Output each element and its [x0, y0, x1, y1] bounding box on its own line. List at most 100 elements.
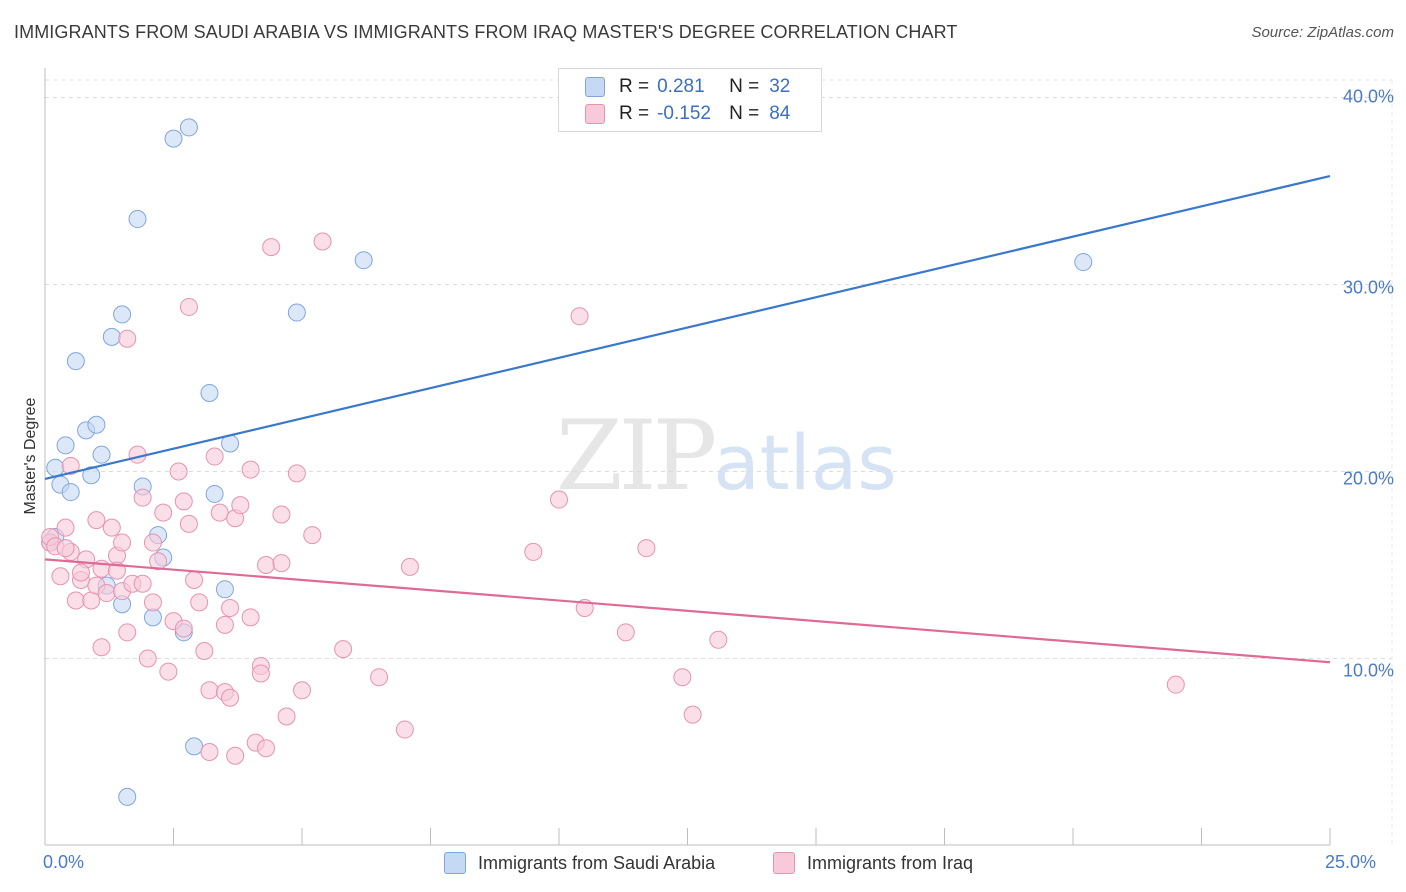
iraq-point [215, 615, 234, 634]
iraq-trend-line [44, 558, 1331, 664]
source-label: Source: ZipAtlas.com [1251, 24, 1394, 41]
iraq-point [272, 505, 291, 524]
iraq-point [334, 640, 353, 659]
iraq-point [174, 492, 193, 511]
saudi-point [205, 484, 224, 503]
iraq-point [143, 593, 162, 612]
iraq-point [637, 539, 656, 558]
iraq-point [221, 688, 240, 707]
saudi-legend-swatch [444, 852, 466, 874]
legend-n-value: 84 [769, 103, 791, 124]
iraq-point [400, 557, 419, 576]
saudi-legend-label: Immigrants from Saudi Arabia [478, 852, 716, 873]
iraq-point [138, 649, 157, 668]
iraq-point [118, 623, 137, 642]
saudi-point [102, 327, 121, 346]
iraq-point [113, 533, 132, 552]
watermark-atlas: atlas [713, 418, 897, 507]
legend-n-label: N = [729, 103, 760, 124]
saudi-point [61, 483, 80, 502]
saudi-swatch [585, 77, 605, 97]
iraq-point [82, 591, 101, 610]
legend-r-value: -0.152 [657, 103, 711, 124]
iraq-point [272, 554, 291, 573]
iraq-point [174, 619, 193, 638]
iraq-point [293, 681, 311, 700]
iraq-point [200, 681, 219, 700]
watermark: ZIPatlas [556, 400, 897, 512]
saudi-point [46, 458, 65, 477]
iraq-point [251, 664, 270, 683]
y-tick-label-40: 40.0% [1342, 86, 1394, 107]
saudi-point [354, 251, 373, 270]
legend-row-iraq: R = -0.152 N = 84 [585, 102, 790, 126]
iraq-point [61, 456, 80, 475]
iraq-point [190, 593, 209, 612]
iraq-point [257, 739, 276, 758]
iraq-point [257, 556, 276, 574]
iraq-point [51, 567, 70, 586]
iraq-point [277, 707, 296, 726]
bottom-legend-iraq: Immigrants from Iraq [773, 852, 973, 874]
bottom-legend-saudi: Immigrants from Saudi Arabia [444, 852, 715, 874]
iraq-point [550, 490, 568, 509]
iraq-point [71, 563, 90, 582]
iraq-point [226, 746, 245, 765]
saudi-point [118, 787, 137, 806]
iraq-point [56, 539, 75, 558]
iraq-point [185, 570, 204, 589]
iraq-point [241, 460, 260, 479]
iraq-point [133, 488, 152, 507]
saudi-point [287, 303, 306, 322]
iraq-point [231, 496, 250, 515]
iraq-point [241, 608, 260, 627]
saudi-point [179, 118, 198, 137]
saudi-point [128, 210, 147, 229]
iraq-point [616, 623, 635, 642]
iraq-point [673, 668, 692, 687]
iraq-point [195, 642, 214, 661]
chart-title: IMMIGRANTS FROM SAUDI ARABIA VS IMMIGRAN… [14, 22, 958, 42]
iraq-point [66, 591, 85, 610]
iraq-point [205, 447, 224, 466]
iraq-point [313, 232, 332, 251]
legend-n-value: 32 [769, 76, 791, 97]
iraq-point [1166, 675, 1185, 694]
y-tick-label-20: 20.0% [1342, 468, 1394, 489]
iraq-legend-label: Immigrants from Iraq [807, 852, 974, 873]
saudi-point [113, 305, 132, 324]
saudi-point [66, 352, 85, 371]
iraq-point [102, 518, 121, 537]
iraq-point [709, 630, 728, 649]
saudi-point [92, 445, 111, 464]
iraq-swatch [585, 104, 605, 124]
iraq-point [87, 511, 106, 530]
iraq-point [56, 518, 75, 537]
iraq-point [683, 705, 702, 724]
iraq-point [370, 668, 389, 687]
iraq-legend-swatch [773, 852, 795, 874]
iraq-point [210, 503, 229, 522]
legend-n-label: N = [729, 76, 760, 97]
iraq-point [118, 329, 137, 348]
iraq-point [179, 514, 198, 533]
watermark-zip: ZIP [556, 400, 717, 512]
saudi-point [56, 436, 75, 455]
iraq-point [287, 464, 306, 483]
legend-row-saudi: R = 0.281 N = 32 [585, 75, 790, 99]
stats-legend: R = 0.281 N = 32 R = -0.152 N = 84 [558, 68, 822, 132]
saudi-point [1074, 253, 1093, 272]
legend-r-label: R = [619, 76, 650, 97]
saudi-point [185, 737, 204, 756]
iraq-point [92, 638, 111, 657]
x-tick-label-max: 25.0% [1325, 852, 1377, 872]
iraq-point [221, 599, 240, 618]
iraq-point [303, 526, 322, 545]
saudi-point [82, 466, 101, 485]
iraq-point [169, 462, 188, 481]
iraq-point [97, 584, 116, 603]
legend-r-value: 0.281 [657, 76, 705, 97]
iraq-point [154, 503, 173, 522]
y-axis-label: Master's Degree [22, 397, 39, 515]
x-tick-label-min: 0.0% [43, 852, 85, 872]
